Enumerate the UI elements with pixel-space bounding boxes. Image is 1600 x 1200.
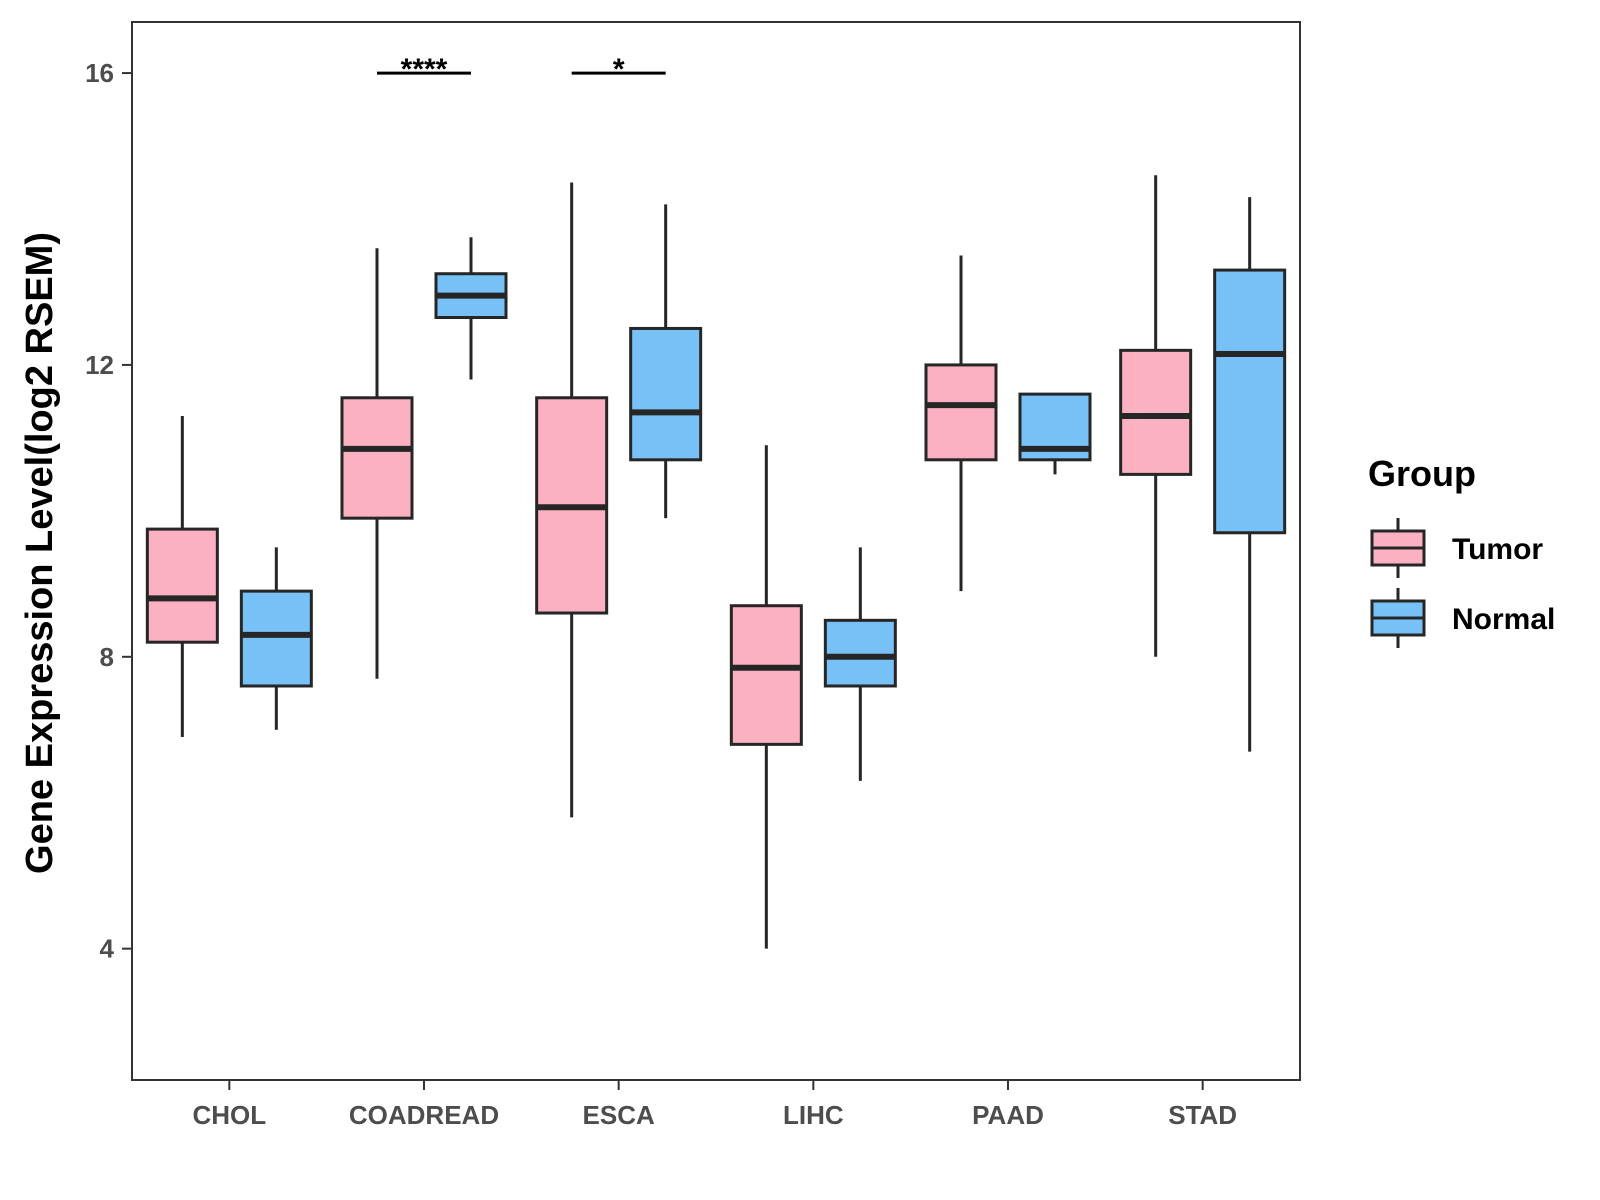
box-tumor-esca bbox=[535, 182, 609, 818]
box-iqr bbox=[1213, 268, 1287, 535]
box-iqr bbox=[823, 618, 897, 688]
plot-panel-border bbox=[131, 21, 1301, 1081]
box-tumor-lihc bbox=[729, 445, 803, 949]
box-tumor-paad bbox=[924, 255, 998, 592]
y-axis-ticks: 4 8 12 16 bbox=[85, 58, 132, 964]
x-tick-label: CHOL bbox=[192, 1100, 266, 1130]
x-tick-label: STAD bbox=[1168, 1100, 1237, 1130]
box-tumor-stad bbox=[1119, 175, 1193, 657]
y-tick-label: 16 bbox=[85, 58, 114, 88]
box-iqr bbox=[629, 326, 703, 462]
y-axis-title: Gene Expression Level(log2 RSEM) bbox=[19, 232, 61, 874]
legend-label-tumor: Tumor bbox=[1452, 533, 1543, 566]
legend-key-tumor bbox=[1370, 518, 1426, 578]
box-normal-esca bbox=[629, 204, 703, 519]
box-normal-chol bbox=[239, 547, 313, 730]
box-normal-paad bbox=[1018, 392, 1092, 475]
box-iqr bbox=[1119, 348, 1193, 476]
legend-key-normal bbox=[1370, 588, 1426, 648]
legend-title: Group bbox=[1368, 453, 1476, 494]
y-tick-label: 12 bbox=[85, 350, 114, 380]
box-iqr bbox=[729, 604, 803, 746]
x-axis-ticks: CHOL COADREAD ESCA LIHC PAAD STAD bbox=[192, 1080, 1237, 1130]
y-tick-label: 4 bbox=[100, 934, 115, 964]
box-normal-lihc bbox=[823, 547, 897, 781]
significance-annotations: **** * bbox=[377, 53, 666, 86]
x-tick-label: PAAD bbox=[972, 1100, 1044, 1130]
box-tumor-coadread bbox=[340, 248, 414, 679]
x-tick-label: LIHC bbox=[783, 1100, 844, 1130]
x-tick-label: ESCA bbox=[583, 1100, 655, 1130]
box-series bbox=[145, 175, 1287, 949]
significance-label: **** bbox=[401, 53, 448, 86]
box-normal-coadread bbox=[434, 237, 508, 380]
box-iqr bbox=[340, 396, 414, 520]
box-iqr bbox=[145, 527, 219, 644]
significance-label: * bbox=[613, 53, 625, 86]
box-tumor-chol bbox=[145, 416, 219, 738]
box-iqr bbox=[924, 363, 998, 462]
legend-label-normal: Normal bbox=[1452, 603, 1555, 636]
legend: Group Tumor Normal bbox=[1368, 453, 1555, 648]
x-tick-label: COADREAD bbox=[349, 1100, 499, 1130]
box-normal-stad bbox=[1213, 197, 1287, 752]
box-iqr bbox=[239, 589, 313, 688]
y-tick-label: 8 bbox=[100, 642, 114, 672]
